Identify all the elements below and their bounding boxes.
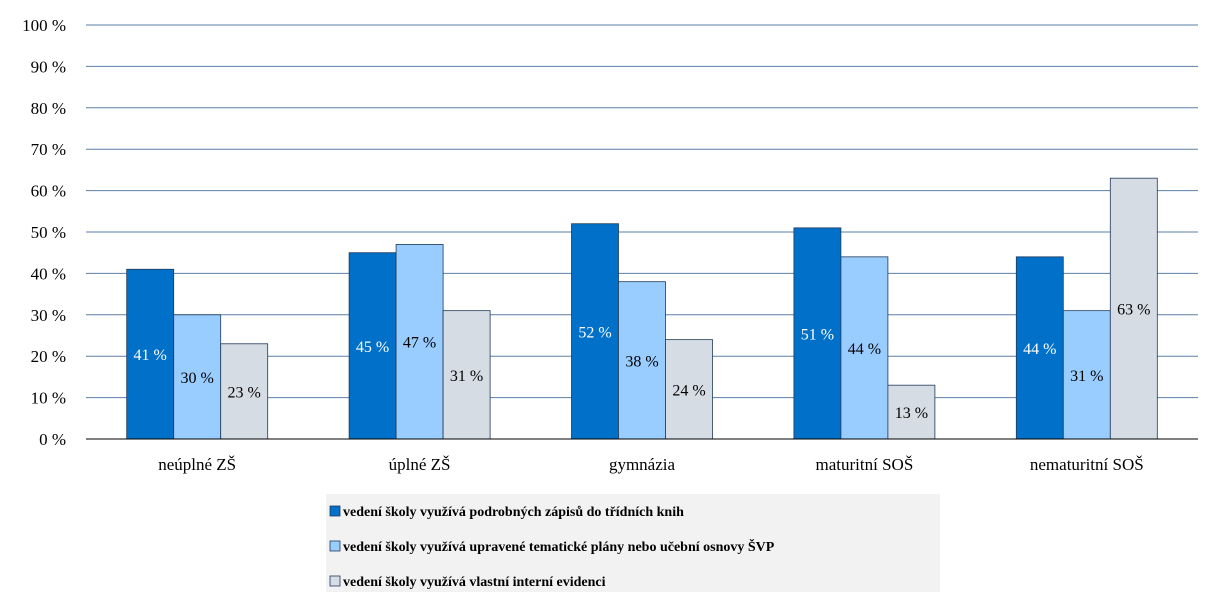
data-label: 30 % (181, 370, 214, 387)
y-tick-label: 100 % (22, 16, 66, 35)
y-tick-label: 60 % (31, 182, 66, 201)
y-tick-label: 80 % (31, 99, 66, 118)
bar-series-3 (220, 343, 269, 440)
x-category-label: maturitní SOŠ (816, 455, 914, 474)
x-category-label: úplné ZŠ (389, 455, 451, 474)
bar-series-3 (442, 310, 491, 440)
x-axis-categories: neúplné ZŠ úplné ZŠ gymnázia maturitní SOŠ n… (158, 455, 1143, 474)
bars (126, 177, 1158, 440)
y-tick-label: 30 % (31, 306, 66, 325)
bar-series-2 (173, 314, 222, 440)
legend-label: vedení školy využívá podrobných zápisů d… (343, 505, 684, 520)
y-axis-ticks: 0 % 10 % 20 % 30 % 40 % 50 % 60 % 70 % 80 % 90 % 1… (22, 16, 66, 449)
legend-box (326, 494, 940, 592)
bar-series-1 (571, 223, 619, 440)
data-label: 63 % (1117, 302, 1150, 319)
y-tick-label: 20 % (31, 347, 66, 366)
data-label: 41 % (134, 347, 167, 364)
bar-series-3 (1109, 177, 1158, 440)
bar-series-1 (348, 252, 397, 440)
y-tick-label: 70 % (31, 140, 66, 159)
bar-series-2 (840, 256, 889, 440)
data-label: 45 % (356, 339, 389, 356)
data-label: 31 % (1070, 368, 1103, 385)
x-category-label: nematuritní SOŠ (1030, 455, 1144, 474)
legend-swatch (329, 575, 341, 587)
y-tick-label: 90 % (31, 57, 66, 76)
data-label: 51 % (801, 326, 834, 343)
y-tick-label: 10 % (31, 389, 66, 408)
bar-series-2 (618, 281, 666, 440)
bar-series-3 (887, 384, 936, 440)
data-labels: 41 % 30 % 23 % 45 % 47 % 31 % 52 % 38 % 24 % 51 %… (134, 302, 1151, 423)
data-label: 24 % (672, 382, 705, 399)
data-label: 23 % (228, 384, 261, 401)
y-tick-label: 40 % (31, 264, 66, 283)
legend: vedení školy využívá podrobných zápisů d… (329, 505, 775, 590)
data-label: 13 % (895, 405, 928, 422)
legend-swatch (329, 505, 341, 517)
data-label: 44 % (848, 341, 881, 358)
legend-label: vedení školy využívá upravené tematické … (343, 538, 775, 555)
legend-label: vedení školy využívá vlastní interní evi… (343, 575, 606, 590)
y-tick-label: 50 % (31, 223, 66, 242)
x-category-label: neúplné ZŠ (158, 455, 236, 474)
data-label: 31 % (450, 368, 483, 385)
y-tick-label: 0 % (39, 430, 66, 449)
data-label: 44 % (1023, 341, 1056, 358)
bar-series-2 (395, 244, 444, 440)
x-category-label: gymnázia (609, 455, 676, 474)
data-label: 52 % (578, 324, 611, 341)
bar-series-1 (126, 268, 175, 440)
data-label: 38 % (625, 353, 658, 370)
data-label: 47 % (403, 335, 436, 352)
legend-swatch (329, 540, 341, 552)
